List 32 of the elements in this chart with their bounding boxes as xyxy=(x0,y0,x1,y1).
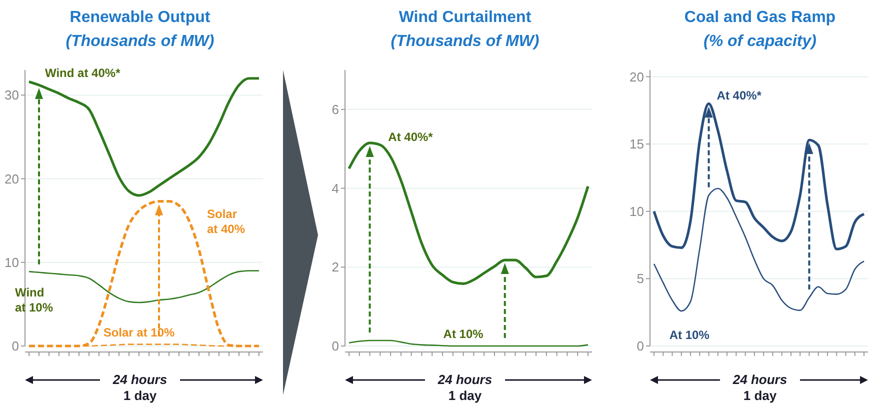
series-label: At 10% xyxy=(669,328,710,342)
x-axis-title: 24 hours xyxy=(436,372,492,387)
y-tick-label: 0 xyxy=(12,338,19,354)
x-axis-title: 24 hours xyxy=(112,372,168,387)
text: 1 day xyxy=(743,388,778,403)
series-label: Wind at 40%* xyxy=(45,66,121,80)
y-tick-label: 10 xyxy=(4,254,19,270)
y-tick-label: 0 xyxy=(332,338,339,354)
y-tick-label: 4 xyxy=(332,180,339,196)
chart-subtitle: (% of capacity) xyxy=(704,33,816,50)
y-tick-label: 5 xyxy=(636,271,644,286)
chart-title: Wind Curtailment xyxy=(398,9,532,26)
series-label: At 10% xyxy=(443,327,484,341)
chart-subtitle: (Thousands of MW) xyxy=(66,33,214,50)
chart-title: Coal and Gas Ramp xyxy=(684,9,836,26)
y-tick-label: 20 xyxy=(4,171,19,186)
chart-title: Renewable Output xyxy=(70,9,211,26)
text: 1 day xyxy=(448,388,482,403)
y-tick-label: 6 xyxy=(332,102,339,117)
series-label: Solar at 40% xyxy=(207,206,246,236)
chart-subtitle: (Thousands of MW) xyxy=(390,33,540,50)
y-tick-label: 30 xyxy=(4,88,19,103)
y-tick-label: 10 xyxy=(630,204,644,219)
y-tick-label: 15 xyxy=(630,136,644,152)
y-tick-label: 2 xyxy=(332,260,339,275)
series-label: At 40%* xyxy=(716,88,762,103)
x-axis-title: 24 hours xyxy=(732,372,788,387)
y-tick-label: 20 xyxy=(630,69,644,84)
series-label: At 40%* xyxy=(388,130,434,144)
series-label: Wind at 10% xyxy=(15,286,54,315)
y-tick-label: 0 xyxy=(636,338,644,354)
text: 1 day xyxy=(123,388,158,403)
